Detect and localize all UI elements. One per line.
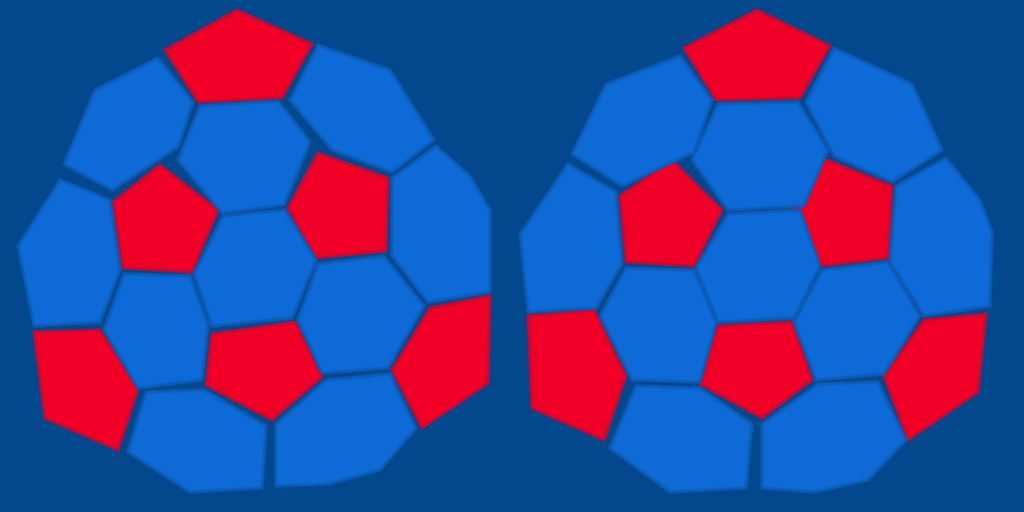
hexagon-lower-right-panel bbox=[296, 254, 426, 375]
hexagon-center-panel bbox=[694, 208, 822, 324]
pentagon-center-bottom-panel bbox=[204, 320, 324, 422]
pentagon-lower-left-panel bbox=[32, 328, 140, 452]
hexagon-bottom-left-panel bbox=[608, 384, 754, 494]
hexagon-center-panel bbox=[192, 208, 318, 328]
hexagon-bottom-right-panel bbox=[760, 380, 908, 494]
right-hemisphere-panels bbox=[518, 8, 994, 494]
pentagon-lower-right-panel bbox=[882, 312, 988, 442]
hexagon-left-panel bbox=[518, 162, 624, 314]
hexagon-top-center-panel bbox=[176, 99, 312, 215]
hexagon-upper-right-panel bbox=[288, 43, 436, 174]
hexagon-lower-left-panel bbox=[102, 272, 210, 390]
pentagon-lower-left-panel bbox=[526, 308, 628, 442]
hexagon-top-center-panel bbox=[690, 100, 830, 212]
left-hemisphere-panels bbox=[16, 8, 492, 494]
pentagon-lower-right-panel bbox=[390, 294, 492, 430]
hexagon-upper-left-panel bbox=[62, 56, 195, 192]
hexagon-upper-left-panel bbox=[570, 54, 714, 188]
hexagon-lower-left-panel bbox=[598, 266, 718, 384]
hexagon-upper-right-panel bbox=[804, 46, 944, 184]
pentagon-upper-right-panel bbox=[286, 151, 390, 260]
hexagon-right-panel bbox=[888, 156, 994, 318]
hexagon-lower-right-panel bbox=[792, 260, 922, 382]
pentagon-top-panel bbox=[163, 8, 314, 104]
hexagon-bottom-left-panel bbox=[126, 388, 268, 494]
hexagon-left-panel bbox=[16, 178, 122, 328]
hexagon-bottom-right-panel bbox=[274, 372, 418, 488]
hexagon-right-panel bbox=[390, 144, 492, 304]
pentagon-top-panel bbox=[682, 8, 832, 102]
pentagon-upper-left-panel bbox=[111, 163, 220, 274]
pentagon-upper-left-panel bbox=[618, 158, 724, 268]
